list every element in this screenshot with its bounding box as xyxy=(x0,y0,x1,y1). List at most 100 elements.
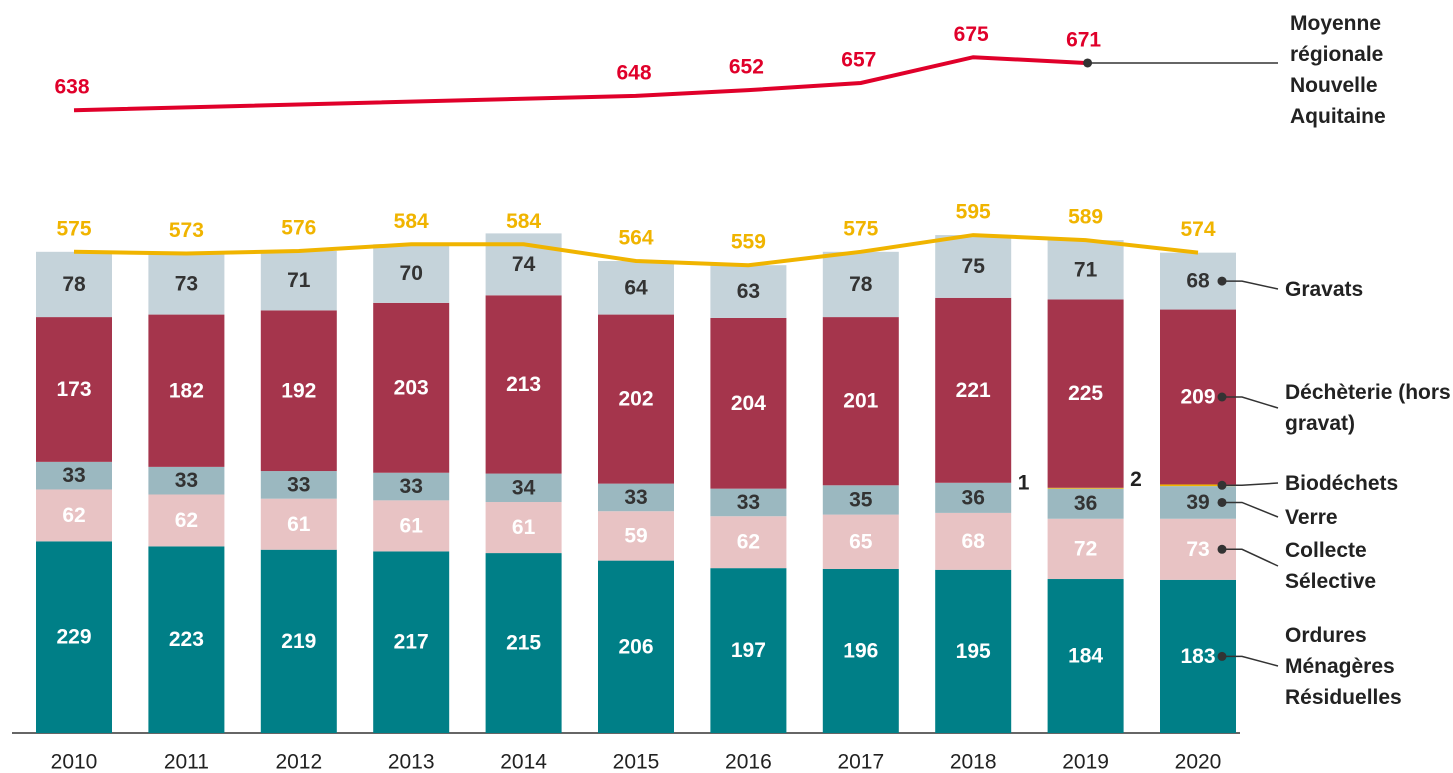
value-label: 219 xyxy=(281,630,316,653)
value-label: 65 xyxy=(849,530,873,553)
legend-label: Collecte Sélective xyxy=(1285,539,1377,593)
bar-segment xyxy=(36,489,112,542)
value-label: 197 xyxy=(731,639,766,662)
bar-segment xyxy=(822,317,899,486)
value-label: 78 xyxy=(849,273,873,296)
value-label: 68 xyxy=(1186,270,1210,293)
bar-segment xyxy=(373,551,450,733)
bar-segment xyxy=(485,473,562,503)
value-label: 576 xyxy=(281,217,316,240)
value-label: 61 xyxy=(512,516,536,539)
value-label: 564 xyxy=(618,227,653,250)
value-label: 64 xyxy=(624,276,648,299)
bar-segment xyxy=(1047,579,1124,733)
bar-segment xyxy=(36,317,112,462)
bar-segment xyxy=(148,494,225,547)
legend-label: Moyenne régionale Nouvelle Aquitaine xyxy=(1290,12,1386,128)
legend-dot xyxy=(1217,480,1227,490)
legend-leader xyxy=(1222,396,1279,409)
bar-segment xyxy=(148,314,225,467)
x-tick-label: 2017 xyxy=(837,751,884,773)
legend-label: Verre xyxy=(1285,505,1338,529)
value-label: 75 xyxy=(962,255,986,278)
bar-segment xyxy=(710,265,787,318)
value-label: 575 xyxy=(56,217,91,240)
value-label: 33 xyxy=(287,473,310,496)
value-label: 584 xyxy=(506,210,541,233)
bar-segment xyxy=(935,569,1012,733)
value-label: 203 xyxy=(394,376,429,399)
bar-segment xyxy=(598,314,674,484)
value-label: 2 xyxy=(1130,468,1142,491)
value-label: 589 xyxy=(1068,206,1103,229)
value-label: 584 xyxy=(394,210,429,233)
value-label: 39 xyxy=(1186,491,1209,514)
legend-label: Biodéchets xyxy=(1285,471,1399,495)
value-label: 652 xyxy=(729,56,764,79)
x-tick-label: 2018 xyxy=(950,751,997,773)
bar-segment xyxy=(822,251,899,318)
bar-segment xyxy=(485,502,562,554)
bar-segment xyxy=(710,488,787,517)
value-label: 638 xyxy=(54,76,89,99)
bar-segment xyxy=(1047,488,1124,519)
value-label: 62 xyxy=(175,509,198,532)
value-label: 573 xyxy=(169,219,204,242)
bar-segment xyxy=(1160,484,1236,487)
value-label: 183 xyxy=(1180,645,1215,668)
bar-segment xyxy=(148,466,225,495)
value-label: 225 xyxy=(1068,382,1103,405)
value-label: 192 xyxy=(281,379,316,402)
value-label: 36 xyxy=(1074,492,1097,515)
value-label: 559 xyxy=(731,231,766,254)
bar-segment xyxy=(1047,240,1124,300)
legend-dot xyxy=(1217,392,1227,402)
value-label: 675 xyxy=(954,23,989,46)
value-label: 62 xyxy=(62,504,85,527)
value-label: 68 xyxy=(962,530,986,553)
bar-segment xyxy=(598,560,674,733)
bar-segment xyxy=(373,500,450,552)
bar-segment xyxy=(373,302,450,473)
legend-leader xyxy=(1222,501,1279,518)
value-label: 213 xyxy=(506,373,541,396)
value-label: 196 xyxy=(843,640,878,663)
value-label: 33 xyxy=(737,491,760,514)
value-label: 34 xyxy=(512,476,536,499)
value-label: 61 xyxy=(287,513,311,536)
bar-segment xyxy=(260,471,337,499)
value-label: 71 xyxy=(1074,258,1098,281)
legend-leader xyxy=(1222,655,1279,667)
bar-segment xyxy=(260,310,337,472)
x-tick-label: 2014 xyxy=(500,751,547,773)
value-label: 61 xyxy=(400,514,424,537)
value-label: 201 xyxy=(843,390,878,413)
legend-dot xyxy=(1217,276,1227,286)
value-label: 62 xyxy=(737,531,760,554)
x-tick-label: 2016 xyxy=(725,751,772,773)
x-tick-label: 2010 xyxy=(51,751,98,773)
line-series xyxy=(73,233,1199,268)
bar-segment xyxy=(260,498,337,550)
value-label: 33 xyxy=(624,486,647,509)
legend-dot xyxy=(1217,544,1227,554)
value-label: 73 xyxy=(1186,538,1209,561)
legend-dot xyxy=(1083,58,1093,68)
value-label: 223 xyxy=(169,628,204,651)
bar-segment xyxy=(822,568,899,733)
value-label: 33 xyxy=(400,475,423,498)
value-label: 74 xyxy=(512,253,536,276)
value-label: 63 xyxy=(737,280,760,303)
value-label: 206 xyxy=(618,635,653,658)
value-label: 1 xyxy=(1018,471,1030,494)
legend-leader xyxy=(1222,280,1279,290)
value-label: 173 xyxy=(56,378,91,401)
value-label: 71 xyxy=(287,269,311,292)
bar-segment xyxy=(260,250,337,311)
bar-segment xyxy=(36,251,112,318)
value-label: 73 xyxy=(175,273,198,296)
bar-segment xyxy=(1047,487,1124,489)
value-label: 217 xyxy=(394,631,429,654)
value-label: 215 xyxy=(506,632,541,655)
bar-segment xyxy=(598,261,674,315)
